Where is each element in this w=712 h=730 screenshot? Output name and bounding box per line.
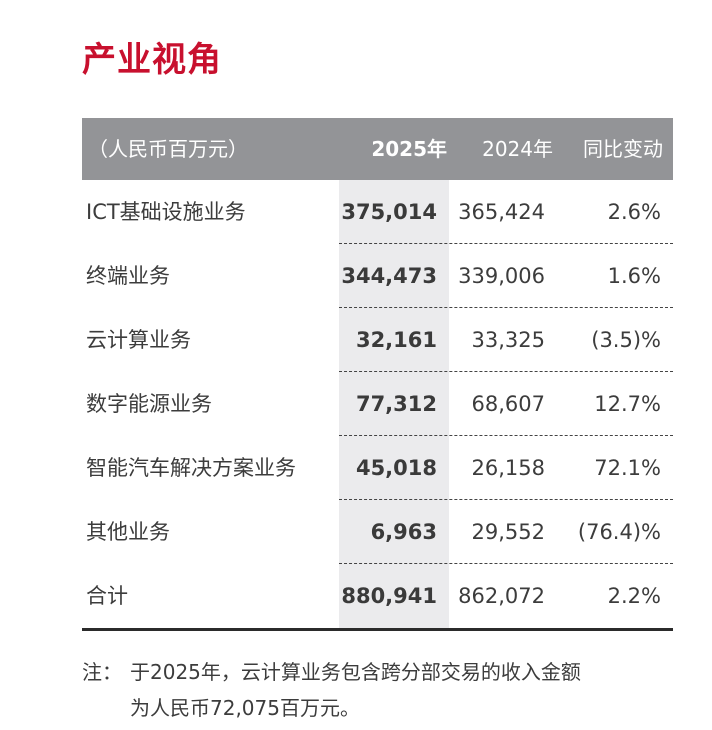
header-unit: （人民币百万元） (88, 137, 248, 161)
row-2024: 68,607 (471, 392, 545, 416)
row-2024: 365,424 (458, 200, 545, 224)
table-bottom-border (82, 628, 673, 631)
header-2024: 2024年 (482, 137, 553, 161)
row-divider (339, 371, 673, 372)
row-2025: 375,014 (341, 200, 437, 224)
row-name: 数字能源业务 (86, 392, 212, 416)
row-change: (3.5)% (591, 328, 661, 352)
row-name: 合计 (86, 584, 128, 608)
row-name: ICT基础设施业务 (86, 200, 246, 224)
table-row-total: 合计 880,941 862,072 2.2% (82, 564, 673, 628)
row-2024: 29,552 (471, 520, 545, 544)
highlight-column-2025 (339, 180, 449, 628)
row-2024: 339,006 (458, 264, 545, 288)
row-divider (339, 563, 673, 564)
row-2025: 344,473 (341, 264, 437, 288)
row-2025: 6,963 (370, 520, 437, 544)
row-name: 智能汽车解决方案业务 (86, 456, 296, 480)
table-row: 数字能源业务 77,312 68,607 12.7% (82, 372, 673, 436)
revenue-table: （人民币百万元） 2025年 2024年 同比变动 ICT基础设施业务 375,… (82, 118, 673, 631)
page-title: 产业视角 (82, 40, 222, 80)
row-change: 12.7% (594, 392, 661, 416)
row-divider (339, 499, 673, 500)
table-row: 其他业务 6,963 29,552 (76.4)% (82, 500, 673, 564)
row-divider (339, 307, 673, 308)
row-2025: 880,941 (341, 584, 437, 608)
row-change: 72.1% (594, 456, 661, 480)
row-2024: 862,072 (458, 584, 545, 608)
footnote-label: 注： (82, 660, 122, 684)
row-change: 1.6% (607, 264, 661, 288)
row-2025: 77,312 (355, 392, 437, 416)
table-row: 智能汽车解决方案业务 45,018 26,158 72.1% (82, 436, 673, 500)
row-change: 2.2% (607, 584, 661, 608)
row-change: 2.6% (607, 200, 661, 224)
row-name: 云计算业务 (86, 328, 191, 352)
footnote-line-2: 为人民币72,075百万元。 (130, 696, 360, 720)
row-divider (339, 435, 673, 436)
table-row: ICT基础设施业务 375,014 365,424 2.6% (82, 180, 673, 244)
table-header: （人民币百万元） 2025年 2024年 同比变动 (82, 118, 673, 180)
footnote: 注： 于2025年，云计算业务包含跨分部交易的收入金额 为人民币72,075百万元… (82, 654, 682, 726)
row-2024: 26,158 (471, 456, 545, 480)
header-change: 同比变动 (583, 137, 663, 161)
row-2025: 32,161 (355, 328, 437, 352)
table-row: 终端业务 344,473 339,006 1.6% (82, 244, 673, 308)
header-2025: 2025年 (371, 137, 447, 161)
row-2025: 45,018 (355, 456, 437, 480)
row-name: 其他业务 (86, 520, 170, 544)
row-change: (76.4)% (577, 520, 661, 544)
row-name: 终端业务 (86, 264, 170, 288)
footnote-line-1: 于2025年，云计算业务包含跨分部交易的收入金额 (130, 660, 581, 684)
table-row: 云计算业务 32,161 33,325 (3.5)% (82, 308, 673, 372)
row-2024: 33,325 (471, 328, 545, 352)
row-divider (339, 243, 673, 244)
